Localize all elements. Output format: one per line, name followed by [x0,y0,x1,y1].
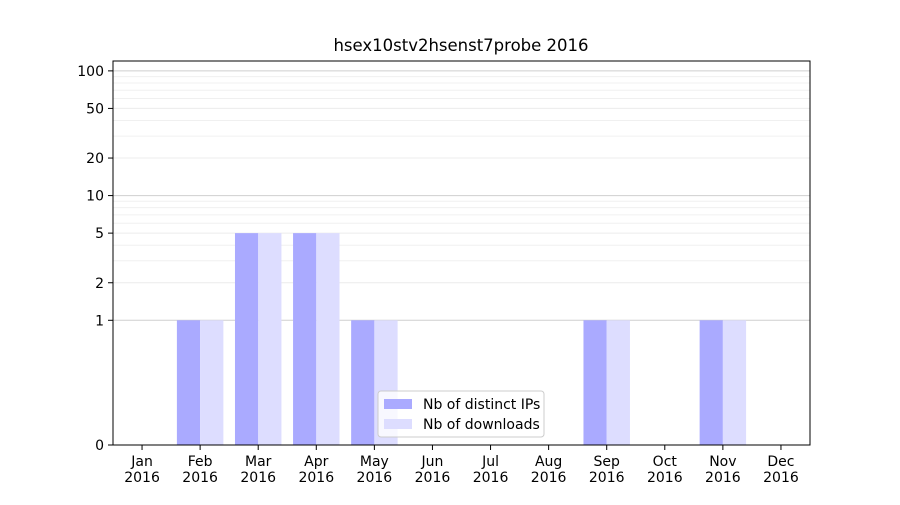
bar [200,320,224,445]
x-tick-label: Nov 2016 [705,454,741,486]
y-tick-label: 1 [95,313,104,329]
x-tick-label: Feb 2016 [182,454,218,486]
bar [176,320,201,445]
y-tick-label: 2 [95,276,104,292]
bar [583,320,607,445]
x-tick-label: Aug 2016 [531,454,567,486]
legend-label: Nb of distinct IPs [423,397,540,413]
bar [722,320,747,445]
x-tick-label: Dec 2016 [763,454,799,486]
legend-swatch [384,419,412,429]
y-tick-label: 100 [77,64,104,80]
x-tick-label: Sep 2016 [589,454,625,486]
bar [699,320,723,445]
plot-frame [112,60,811,446]
bar [606,320,630,445]
x-tick-label: Oct 2016 [647,454,683,486]
bar [293,233,317,445]
bar [234,233,259,445]
x-tick-label: Jul 2016 [473,454,509,486]
legend-label: Nb of downloads [423,417,540,433]
bar [351,320,375,445]
y-tick-label: 0 [95,438,104,454]
x-tick-label: May 2016 [357,454,393,486]
chart-title: hsex10stv2hsenst7probe 2016 [333,36,588,55]
legend: Nb of distinct IPs Nb of downloads [377,390,545,438]
legend-swatch [384,399,412,409]
legend-box [377,390,545,438]
y-tick-label: 50 [86,101,104,117]
x-tick-label: Jun 2016 [415,454,451,486]
x-tick-label: Apr 2016 [298,454,334,486]
y-tick-label: 10 [86,189,104,205]
bar [316,233,340,445]
y-tick-label: 20 [86,151,104,167]
x-tick-label: Jan 2016 [124,454,160,486]
bar [258,233,282,445]
y-tick-label: 5 [95,226,104,242]
x-tick-label: Mar 2016 [240,454,276,486]
